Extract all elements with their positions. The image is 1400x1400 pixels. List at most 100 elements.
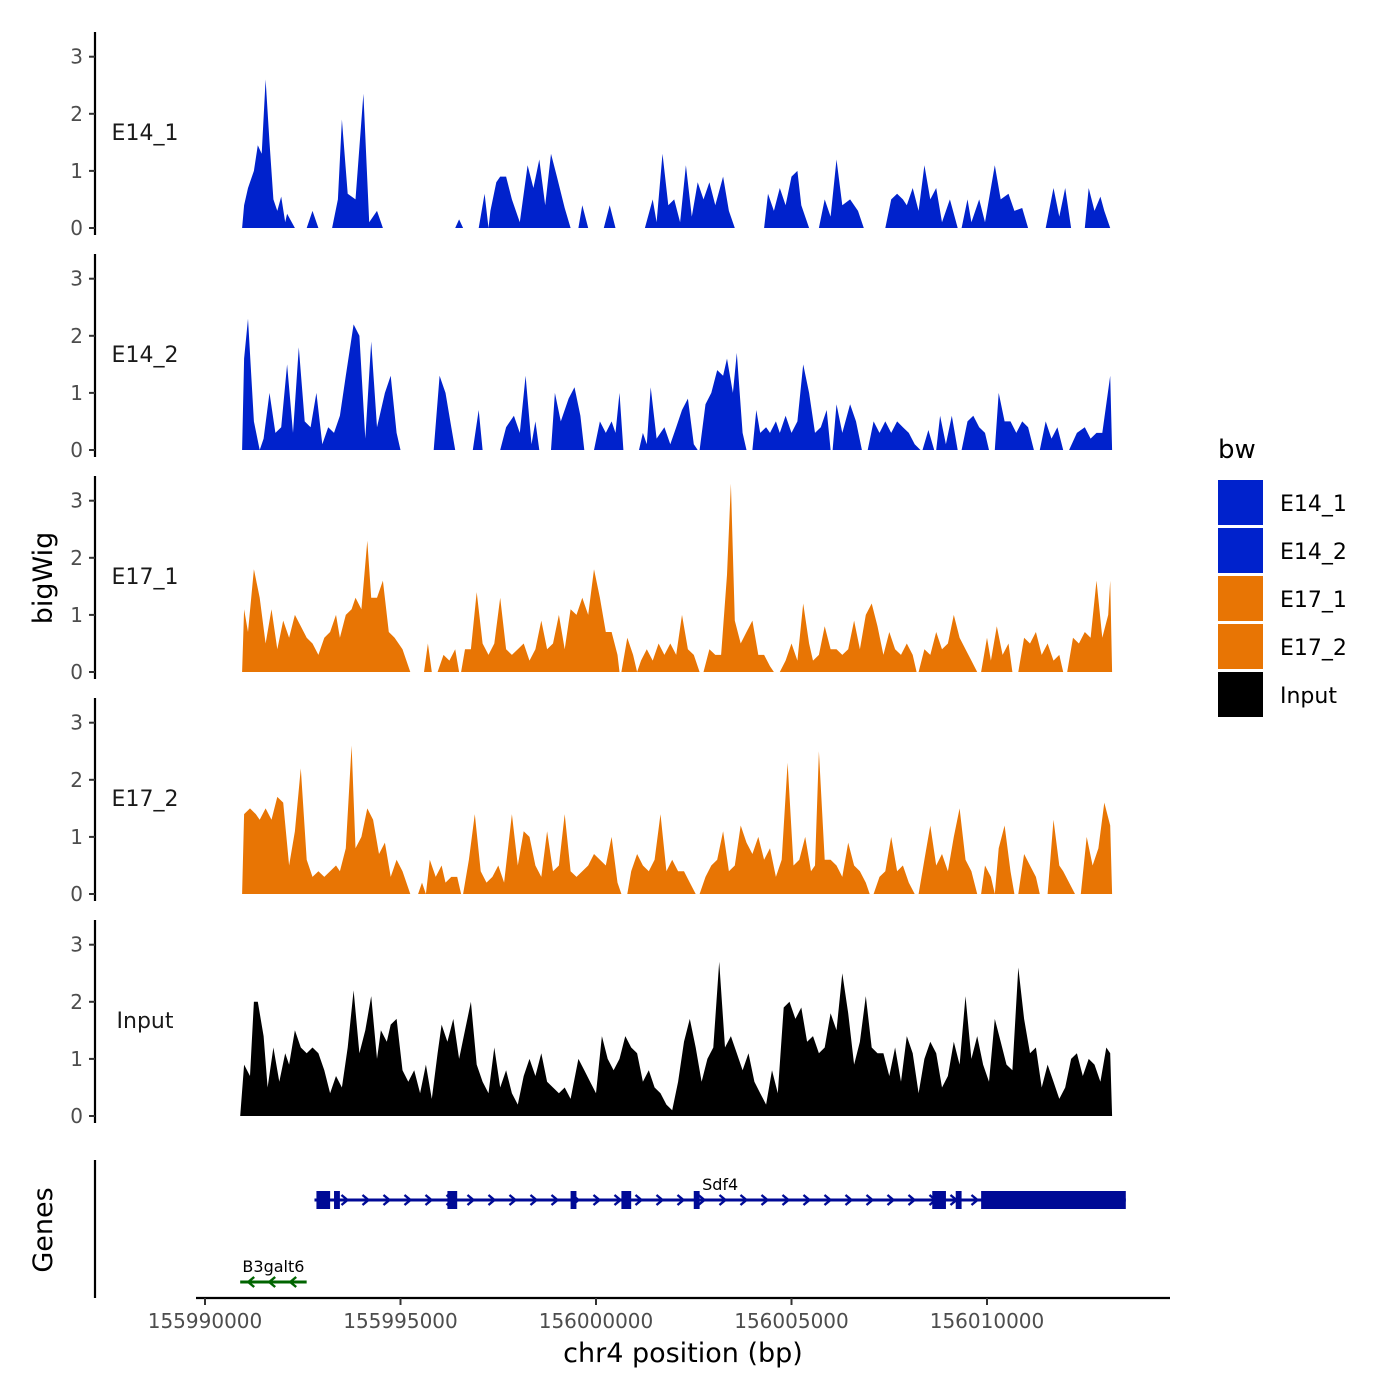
- y-tick-label: 0: [70, 216, 83, 240]
- y-tick-label: 3: [70, 489, 83, 513]
- track-label-E14_2: E14_2: [112, 343, 179, 368]
- x-axis-title: chr4 position (bp): [563, 1338, 803, 1369]
- x-axis: 155990000 155995000 156000000 156005000 1560…: [148, 1296, 1170, 1333]
- strand-arrow-icon: [361, 1194, 371, 1206]
- track-label-E17_2: E17_2: [112, 787, 179, 812]
- y-tick-label: 0: [70, 1104, 83, 1128]
- y-tick-label: 2: [70, 324, 83, 348]
- exon-block: [316, 1191, 331, 1209]
- y-tick-label: 0: [70, 660, 83, 684]
- legend-swatch-E14_2: [1218, 528, 1263, 573]
- exon-block: [693, 1191, 700, 1209]
- strand-arrow-icon: [487, 1194, 497, 1206]
- track-E14_2: 0 1 2 3 E14_2: [70, 254, 1113, 462]
- legend-label-E14_2: E14_2: [1280, 540, 1347, 565]
- strand-arrow-icon: [970, 1194, 980, 1206]
- coverage-area-E17_1: [242, 483, 1113, 672]
- legend-label-E14_1: E14_1: [1280, 492, 1347, 517]
- gene-label-Sdf4: Sdf4: [702, 1175, 738, 1194]
- legend-swatch-E17_2: [1218, 624, 1263, 669]
- track-label-E14_1: E14_1: [112, 121, 179, 146]
- y-tick-label: 3: [70, 45, 83, 69]
- strand-arrow-icon: [886, 1194, 896, 1206]
- legend-swatch-E17_1: [1218, 576, 1263, 621]
- coverage-area-E17_2: [242, 745, 1113, 894]
- legend-swatch-Input: [1218, 672, 1263, 717]
- strand-arrow-icon: [655, 1194, 665, 1206]
- gene-Sdf4: Sdf4: [314, 1175, 1126, 1209]
- strand-arrow-icon: [246, 1276, 255, 1288]
- track-label-Input: Input: [117, 1009, 174, 1034]
- y-tick-label: 3: [70, 711, 83, 735]
- y-tick-label: 1: [70, 159, 83, 183]
- strand-arrow-icon: [634, 1194, 644, 1206]
- strand-arrow-icon: [592, 1194, 602, 1206]
- coverage-area-E14_2: [242, 318, 1113, 450]
- bigwig-tracks: 0 1 2 3 E14_1 0 1 2 3 E14_2 0 1 2 3 E17_1 0 1 2 3 E17_2 0 1 2 3…: [70, 32, 1113, 1128]
- y-axis-title: bigWig: [28, 532, 59, 625]
- track-E17_2: 0 1 2 3 E17_2: [70, 698, 1113, 906]
- y-tick-label: 0: [70, 882, 83, 906]
- exon-block: [621, 1191, 632, 1209]
- strand-arrow-icon: [760, 1194, 770, 1206]
- exon-block: [932, 1191, 946, 1209]
- gene-B3galt6: B3galt6: [240, 1257, 307, 1288]
- strand-arrow-icon: [382, 1194, 392, 1206]
- y-tick-label: 2: [70, 768, 83, 792]
- strand-arrow-icon: [718, 1194, 728, 1206]
- legend-label-Input: Input: [1280, 684, 1337, 709]
- strand-arrow-icon: [529, 1194, 539, 1206]
- x-tick-label: 156000000: [539, 1309, 654, 1333]
- exon-block: [955, 1191, 962, 1209]
- y-tick-label: 2: [70, 546, 83, 570]
- strand-arrow-icon: [508, 1194, 518, 1206]
- y-tick-label: 1: [70, 603, 83, 627]
- legend-swatch-E14_1: [1218, 480, 1263, 525]
- strand-arrow-icon: [823, 1194, 833, 1206]
- y-tick-label: 2: [70, 102, 83, 126]
- y-tick-label: 3: [70, 933, 83, 957]
- coverage-area-E14_1: [242, 79, 1111, 228]
- y-tick-label: 1: [70, 1047, 83, 1071]
- legend-title: bw: [1218, 435, 1256, 465]
- track-Input: 0 1 2 3 Input: [70, 920, 1113, 1128]
- strand-arrow-icon: [267, 1276, 276, 1288]
- strand-arrow-icon: [466, 1194, 476, 1206]
- strand-arrow-icon: [403, 1194, 413, 1206]
- strand-arrow-icon: [781, 1194, 791, 1206]
- exon-block: [334, 1191, 340, 1209]
- track-E14_1: 0 1 2 3 E14_1: [70, 32, 1111, 240]
- x-tick-label: 156010000: [930, 1309, 1045, 1333]
- exon-block: [981, 1191, 1126, 1209]
- strand-arrow-icon: [697, 1194, 707, 1206]
- strand-arrow-icon: [424, 1194, 434, 1206]
- gene-track: Sdf4 B3galt6: [93, 1160, 1126, 1298]
- strand-arrow-icon: [613, 1194, 623, 1206]
- track-E17_1: 0 1 2 3 E17_1: [70, 476, 1113, 684]
- coverage-area-Input: [240, 961, 1113, 1116]
- genes-axis-title: Genes: [28, 1187, 59, 1272]
- x-tick-label: 155995000: [343, 1309, 458, 1333]
- legend-label-E17_1: E17_1: [1280, 588, 1347, 613]
- x-tick-label: 156005000: [734, 1309, 849, 1333]
- gene-label-B3galt6: B3galt6: [242, 1257, 304, 1276]
- legend: bw E14_1 E14_2 E17_1 E17_2 Input: [1218, 435, 1347, 717]
- strand-arrow-icon: [844, 1194, 854, 1206]
- exon-block: [447, 1191, 458, 1209]
- strand-arrow-icon: [865, 1194, 875, 1206]
- strand-arrow-icon: [676, 1194, 686, 1206]
- y-tick-label: 0: [70, 438, 83, 462]
- strand-arrow-icon: [907, 1194, 917, 1206]
- strand-arrow-icon: [739, 1194, 749, 1206]
- legend-label-E17_2: E17_2: [1280, 636, 1347, 661]
- y-tick-label: 1: [70, 825, 83, 849]
- strand-arrow-icon: [288, 1276, 297, 1288]
- strand-arrow-icon: [550, 1194, 560, 1206]
- strand-arrow-icon: [802, 1194, 812, 1206]
- y-tick-label: 3: [70, 267, 83, 291]
- exon-block: [570, 1191, 577, 1209]
- y-tick-label: 1: [70, 381, 83, 405]
- y-tick-label: 2: [70, 990, 83, 1014]
- track-label-E17_1: E17_1: [112, 565, 179, 590]
